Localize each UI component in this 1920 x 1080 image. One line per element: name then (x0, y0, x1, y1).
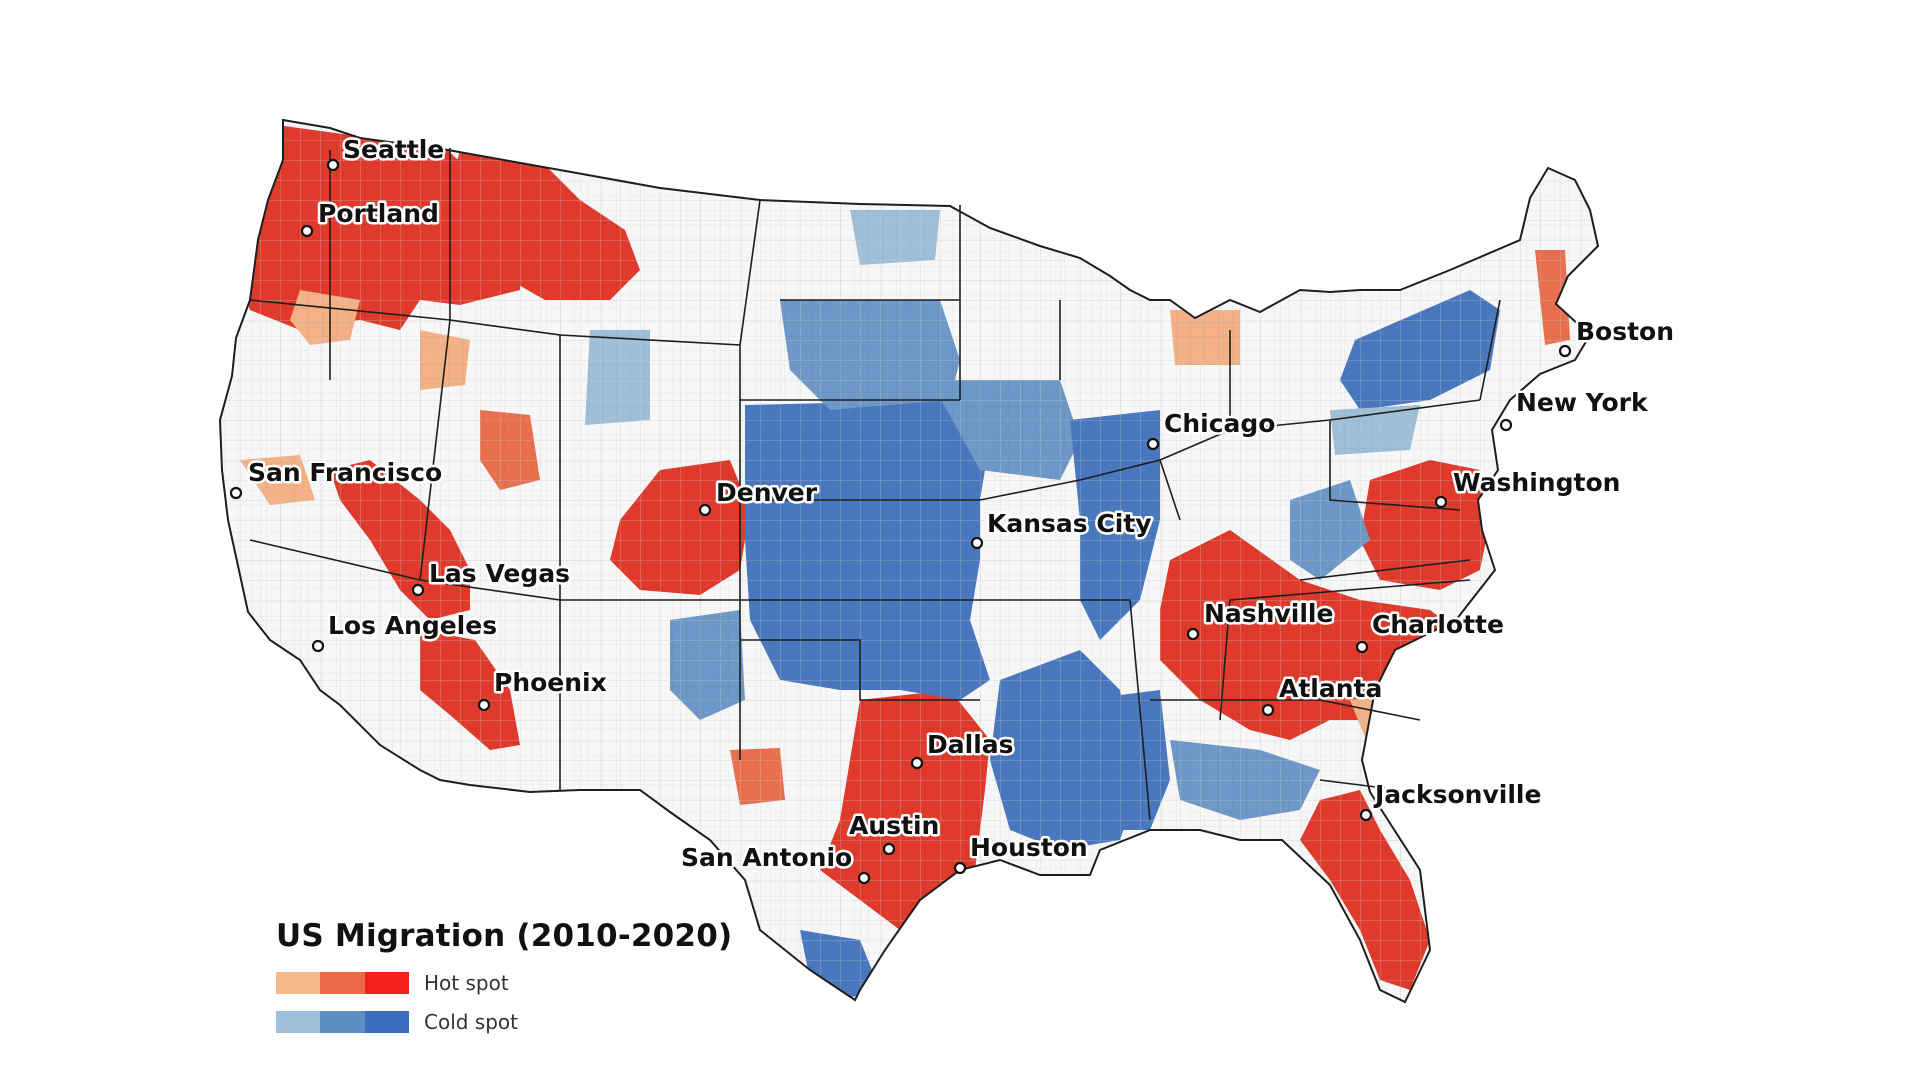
city-chicago: Chicago (1146, 407, 1278, 451)
city-label-kansas-city: Kansas City (987, 509, 1152, 538)
city-label-chicago: Chicago (1164, 409, 1275, 438)
hot-spot-label: Hot spot (424, 971, 509, 995)
city-dot-austin (882, 842, 896, 856)
cold-swatch-medium (320, 1011, 365, 1033)
city-dot-jacksonville (1359, 808, 1373, 822)
legend: US Migration (2010-2020) Hot spot Cold s… (276, 918, 733, 1034)
city-new-york: New York (1499, 386, 1651, 432)
city-boston: Boston (1558, 315, 1677, 358)
hot-spot-swatches (276, 972, 409, 994)
city-dot-phoenix (477, 698, 491, 712)
city-label-washington: Washington (1453, 468, 1620, 497)
legend-row-cold: Cold spot (276, 1010, 732, 1034)
city-label-new-york: New York (1516, 388, 1649, 417)
city-label-atlanta: Atlanta (1279, 674, 1382, 703)
city-dot-portland (300, 224, 314, 238)
legend-title: US Migration (2010-2020) (276, 918, 733, 954)
city-jacksonville: Jacksonville (1359, 778, 1544, 822)
city-austin: Austin (847, 809, 942, 856)
city-label-austin: Austin (849, 811, 939, 840)
city-dot-atlanta (1261, 703, 1275, 717)
city-dot-los-angeles (311, 639, 325, 653)
city-dot-dallas (910, 756, 924, 770)
city-dot-washington (1434, 495, 1448, 509)
city-charlotte: Charlotte (1355, 608, 1506, 654)
city-label-san-francisco: San Francisco (248, 458, 442, 487)
legend-row-hot: Hot spot (276, 971, 732, 995)
city-dot-seattle (326, 158, 340, 172)
city-houston: Houston (953, 831, 1090, 875)
city-seattle: Seattle (326, 133, 447, 172)
city-label-phoenix: Phoenix (494, 668, 607, 697)
city-label-houston: Houston (970, 833, 1088, 862)
state-boundaries (219, 119, 1599, 1003)
cold-spot-swatches (276, 1011, 409, 1033)
city-label-jacksonville: Jacksonville (1373, 780, 1541, 809)
city-dot-san-francisco (229, 486, 243, 500)
city-portland: Portland (300, 197, 441, 238)
city-dot-san-antonio (857, 871, 871, 885)
hot-swatch-light (276, 972, 321, 994)
city-label-san-antonio: San Antonio (681, 843, 852, 872)
city-label-las-vegas: Las Vegas (429, 559, 570, 588)
cold-spot-label: Cold spot (424, 1010, 519, 1034)
city-dot-charlotte (1355, 640, 1369, 654)
city-dot-denver (698, 503, 712, 517)
city-label-boston: Boston (1576, 317, 1674, 346)
city-dot-chicago (1146, 437, 1160, 451)
city-kansas-city: Kansas City (970, 507, 1154, 550)
city-phoenix: Phoenix (477, 666, 609, 712)
hot-swatch-medium (320, 972, 365, 994)
city-las-vegas: Las Vegas (411, 557, 572, 597)
cold-swatch-dark (364, 1011, 409, 1033)
city-label-denver: Denver (716, 478, 818, 507)
city-label-portland: Portland (318, 199, 439, 228)
city-label-nashville: Nashville (1204, 599, 1333, 628)
city-atlanta: Atlanta (1261, 672, 1385, 717)
city-los-angeles: Los Angeles (311, 609, 500, 653)
city-label-los-angeles: Los Angeles (328, 611, 497, 640)
city-label-charlotte: Charlotte (1372, 610, 1504, 639)
city-nashville: Nashville (1186, 597, 1336, 641)
city-dot-boston (1558, 344, 1572, 358)
city-san-francisco: San Francisco (229, 456, 445, 500)
city-dot-houston (953, 861, 967, 875)
city-dot-kansas-city (970, 536, 984, 550)
cold-swatch-light (276, 1011, 321, 1033)
city-denver: Denver (698, 476, 820, 517)
city-san-antonio: San Antonio (679, 841, 871, 885)
city-label-seattle: Seattle (343, 135, 444, 164)
city-dot-new-york (1499, 418, 1513, 432)
city-dallas: Dallas (910, 728, 1016, 770)
city-dot-las-vegas (411, 583, 425, 597)
city-markers: Seattle Portland San Francisco Las Vegas Los… (229, 133, 1677, 885)
city-dot-nashville (1186, 627, 1200, 641)
city-label-dallas: Dallas (927, 730, 1014, 759)
city-washington: Washington (1434, 466, 1623, 509)
hot-swatch-dark (364, 972, 409, 994)
